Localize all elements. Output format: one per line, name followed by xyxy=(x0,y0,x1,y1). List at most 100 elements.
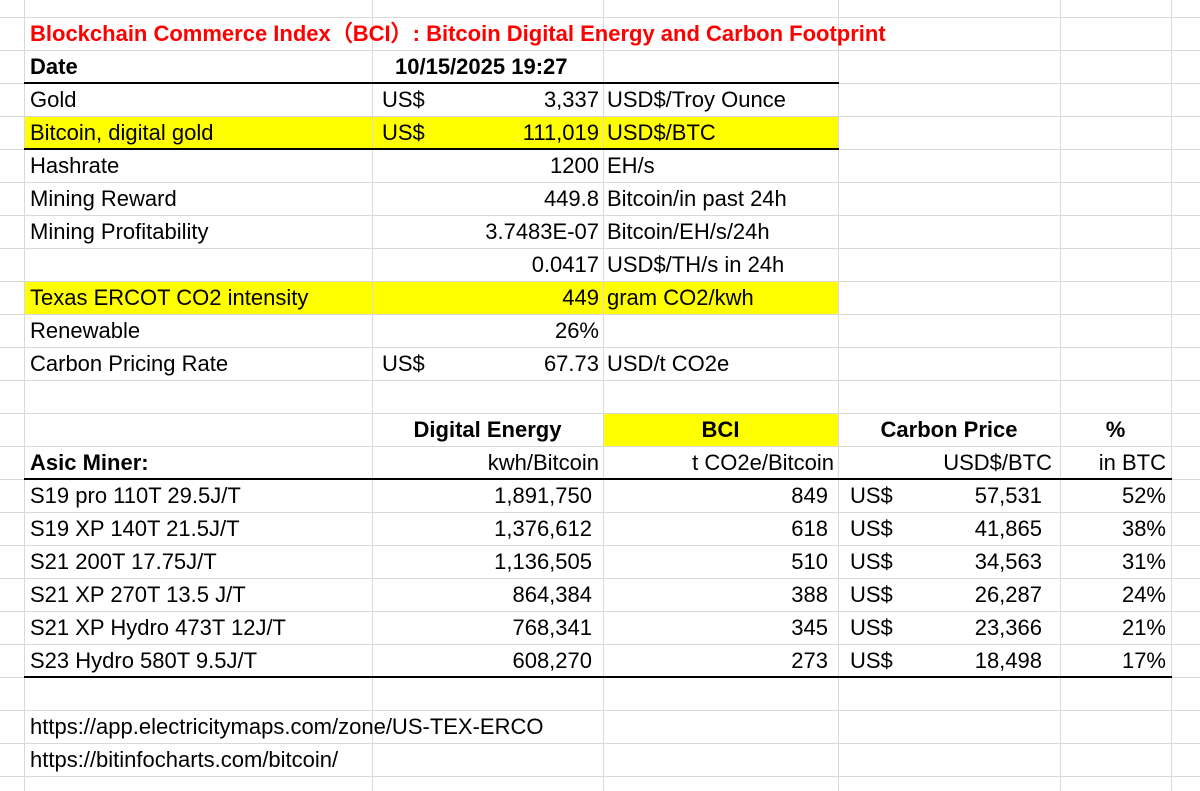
kwh-per-btc: 768,341 xyxy=(512,615,592,640)
carbon-price-value: 34,563 xyxy=(974,549,1042,574)
gridline xyxy=(0,380,1200,381)
bitcoin-label: Bitcoin, digital gold xyxy=(30,120,214,145)
carbon-price-value: 18,498 xyxy=(974,648,1042,673)
renewable-value: 26% xyxy=(554,318,599,343)
gridline xyxy=(838,0,839,791)
bitcoin-value: 111,019 xyxy=(522,120,599,145)
gold-currency: US$ xyxy=(382,87,425,112)
gridline xyxy=(1060,0,1061,791)
header-digital-energy: Digital Energy xyxy=(413,417,562,442)
mining-profitability-value: 3.7483E-07 xyxy=(485,219,599,244)
gridline xyxy=(0,644,1200,645)
tco2e-per-btc: 618 xyxy=(791,516,828,541)
params-border-top xyxy=(24,82,839,84)
co2-intensity-unit: gram CO2/kwh xyxy=(607,285,754,310)
co2-intensity-label: Texas ERCOT CO2 intensity xyxy=(30,285,309,310)
header-usd-btc: USD$/BTC xyxy=(943,450,1052,475)
co2-intensity-value: 449 xyxy=(562,285,599,310)
carbon-price-value: 67.73 xyxy=(543,351,599,376)
mining-reward-unit: Bitcoin/in past 24h xyxy=(607,186,787,211)
carbon-price-label: Carbon Pricing Rate xyxy=(30,351,229,376)
params-border-bottom xyxy=(24,148,839,150)
carbon-currency: US$ xyxy=(850,582,893,607)
gridline xyxy=(0,314,1200,315)
header-asic-miner: Asic Miner: xyxy=(30,450,149,475)
carbon-price-value: 26,287 xyxy=(974,582,1042,607)
kwh-per-btc: 1,891,750 xyxy=(494,483,592,508)
gold-unit: USD$/Troy Ounce xyxy=(607,87,786,112)
bci-header-highlight xyxy=(603,413,838,446)
hashrate-label: Hashrate xyxy=(30,153,120,178)
hashrate-value: 1200 xyxy=(550,153,599,178)
miner-name: S19 pro 110T 29.5J/T xyxy=(30,483,241,508)
gridline xyxy=(372,0,373,791)
carbon-price-value: 41,865 xyxy=(974,516,1042,541)
kwh-per-btc: 1,136,505 xyxy=(494,549,592,574)
kwh-per-btc: 608,270 xyxy=(512,648,592,673)
header-pct: % xyxy=(1105,417,1126,442)
pct-in-btc: 24% xyxy=(1121,582,1166,607)
header-tco2e: t CO2e/Bitcoin xyxy=(692,450,834,475)
miner-name: S21 XP 270T 13.5 J/T xyxy=(30,582,246,607)
gridline xyxy=(0,281,1200,282)
hashrate-unit: EH/s xyxy=(607,153,655,178)
gridline xyxy=(0,17,1200,18)
pct-in-btc: 52% xyxy=(1121,483,1166,508)
gridline xyxy=(0,116,1200,117)
table-bottom-border xyxy=(24,676,1172,678)
header-bci: BCI xyxy=(701,417,740,442)
miner-name: S19 XP 140T 21.5J/T xyxy=(30,516,240,541)
header-carbon-price: Carbon Price xyxy=(880,417,1018,442)
mining-profitability-usd-unit: USD$/TH/s in 24h xyxy=(607,252,785,277)
gridline xyxy=(0,512,1200,513)
source-link-bitinfocharts[interactable]: https://bitinfocharts.com/bitcoin/ xyxy=(30,747,339,772)
carbon-price-unit: USD/t CO2e xyxy=(607,351,730,376)
header-in-btc: in BTC xyxy=(1098,450,1166,475)
gridline xyxy=(0,776,1200,777)
gridline xyxy=(0,545,1200,546)
gridline xyxy=(0,578,1200,579)
pct-in-btc: 38% xyxy=(1121,516,1166,541)
carbon-currency: US$ xyxy=(850,549,893,574)
miner-name: S21 200T 17.75J/T xyxy=(30,549,217,574)
date-value: 10/15/2025 19:27 xyxy=(395,54,568,79)
pct-in-btc: 21% xyxy=(1121,615,1166,640)
carbon-currency: US$ xyxy=(850,648,893,673)
tco2e-per-btc: 273 xyxy=(791,648,828,673)
co2-row-highlight xyxy=(24,281,839,314)
carbon-price-value: 57,531 xyxy=(974,483,1042,508)
gridline xyxy=(0,347,1200,348)
carbon-price-currency: US$ xyxy=(382,351,425,376)
kwh-per-btc: 864,384 xyxy=(512,582,592,607)
bitcoin-row-highlight xyxy=(24,116,839,149)
pct-in-btc: 31% xyxy=(1121,549,1166,574)
miner-name: S23 Hydro 580T 9.5J/T xyxy=(30,648,258,673)
tco2e-per-btc: 345 xyxy=(791,615,828,640)
bitcoin-currency: US$ xyxy=(382,120,425,145)
mining-profitability-label: Mining Profitability xyxy=(30,219,209,244)
gold-label: Gold xyxy=(30,87,77,112)
source-link-electricitymaps[interactable]: https://app.electricitymaps.com/zone/US-… xyxy=(30,714,544,739)
gridline xyxy=(0,182,1200,183)
carbon-price-value: 23,366 xyxy=(974,615,1042,640)
gridline xyxy=(0,446,1200,447)
mining-reward-value: 449.8 xyxy=(543,186,599,211)
carbon-currency: US$ xyxy=(850,516,893,541)
gridline xyxy=(0,215,1200,216)
gridline xyxy=(0,248,1200,249)
mining-profitability-usd-value: 0.0417 xyxy=(531,252,599,277)
tco2e-per-btc: 388 xyxy=(791,582,828,607)
renewable-label: Renewable xyxy=(30,318,141,343)
carbon-currency: US$ xyxy=(850,615,893,640)
gridline xyxy=(1171,0,1172,791)
tco2e-per-btc: 849 xyxy=(791,483,828,508)
mining-profitability-unit: Bitcoin/EH/s/24h xyxy=(607,219,770,244)
mining-reward-label: Mining Reward xyxy=(30,186,177,211)
gridline xyxy=(0,50,1200,51)
gridline xyxy=(0,743,1200,744)
gridline xyxy=(603,0,604,791)
header-kwh: kwh/Bitcoin xyxy=(487,450,599,475)
gridline xyxy=(24,0,25,791)
gridline xyxy=(0,413,1200,414)
